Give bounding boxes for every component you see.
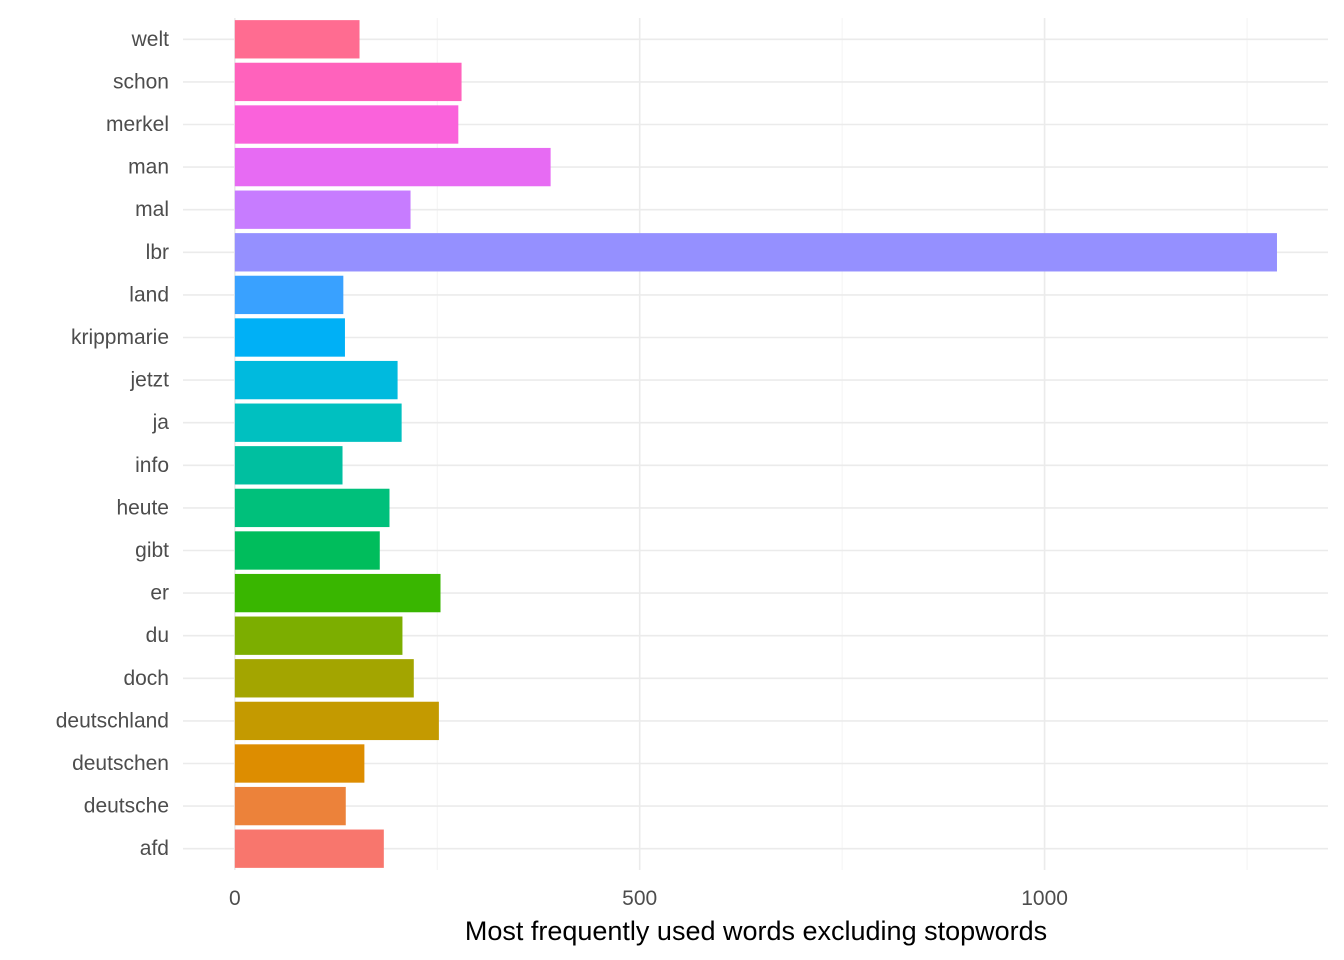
- y-tick-label-du: du: [146, 624, 169, 647]
- y-tick-label-deutsche: deutsche: [84, 795, 169, 818]
- x-tick-label: 1000: [1021, 887, 1068, 910]
- y-tick-label-jetzt: jetzt: [129, 369, 169, 392]
- bar-man: [234, 147, 551, 187]
- bar-merkel: [234, 105, 459, 144]
- bar-deutschen: [234, 744, 365, 783]
- y-axis-labels: welt schon merkel man mal lbr land krippmarie je…: [56, 28, 170, 860]
- y-tick-label-ja: ja: [152, 411, 170, 434]
- y-tick-label-lbr: lbr: [146, 241, 169, 264]
- y-tick-label-merkel: merkel: [106, 113, 169, 136]
- y-tick-label-info: info: [135, 454, 169, 477]
- bar-heute: [234, 488, 390, 528]
- y-tick-label-deutschen: deutschen: [72, 752, 169, 775]
- bar-schon: [234, 62, 462, 102]
- x-tick-label: 500: [622, 887, 657, 910]
- x-axis-title: Most frequently used words excluding sto…: [465, 916, 1047, 946]
- bar-gibt: [234, 531, 380, 570]
- bar-er: [234, 573, 441, 613]
- y-tick-label-heute: heute: [116, 496, 169, 519]
- bar-jetzt: [234, 360, 398, 400]
- bars: [234, 20, 1277, 868]
- bar-mal: [234, 190, 411, 229]
- bar-deutschland: [234, 701, 439, 741]
- y-tick-label-er: er: [150, 582, 169, 605]
- y-tick-label-man: man: [128, 156, 169, 179]
- bar-welt: [234, 20, 360, 59]
- bar-doch: [234, 659, 414, 698]
- bar-lbr: [234, 233, 1277, 272]
- y-tick-label-welt: welt: [131, 28, 170, 51]
- bar-land: [234, 275, 344, 315]
- x-tick-label: 0: [229, 887, 241, 910]
- bar-deutsche: [234, 786, 346, 826]
- bar-info: [234, 446, 343, 485]
- y-tick-label-deutschland: deutschland: [56, 709, 169, 732]
- grid-lines: [183, 18, 1328, 870]
- bar-krippmarie: [234, 318, 345, 357]
- y-tick-label-krippmarie: krippmarie: [71, 326, 169, 349]
- bar-du: [234, 616, 403, 655]
- y-tick-label-doch: doch: [123, 667, 169, 690]
- y-tick-label-afd: afd: [140, 837, 169, 860]
- y-tick-label-land: land: [129, 283, 169, 306]
- x-axis-labels: 0 500 1000: [229, 887, 1068, 910]
- bar-afd: [234, 829, 384, 868]
- y-tick-label-schon: schon: [113, 70, 169, 93]
- y-tick-label-mal: mal: [135, 198, 169, 221]
- y-tick-label-gibt: gibt: [135, 539, 169, 562]
- bar-ja: [234, 403, 402, 442]
